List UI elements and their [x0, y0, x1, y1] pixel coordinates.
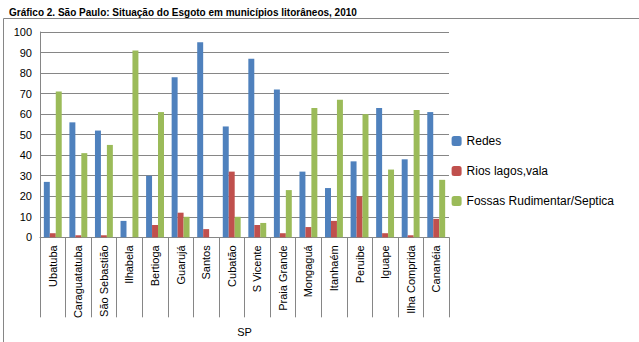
svg-text:Redes: Redes: [467, 134, 502, 148]
svg-text:Mongaguá: Mongaguá: [302, 244, 314, 297]
svg-text:SP: SP: [237, 326, 252, 338]
svg-text:10: 10: [20, 211, 32, 223]
svg-text:Peruibe: Peruibe: [354, 245, 366, 283]
svg-text:Ilhabela: Ilhabela: [123, 244, 135, 283]
svg-text:30: 30: [20, 170, 32, 182]
svg-text:100: 100: [14, 26, 32, 38]
svg-text:Itanhaém: Itanhaém: [328, 245, 340, 291]
svg-text:20: 20: [20, 190, 32, 202]
svg-text:90: 90: [20, 47, 32, 59]
svg-text:Iguape: Iguape: [379, 245, 391, 279]
svg-text:São Sebastião: São Sebastião: [98, 245, 110, 317]
svg-text:Rios lagos,vala: Rios lagos,vala: [467, 164, 549, 178]
svg-text:Praia Grande: Praia Grande: [277, 245, 289, 310]
svg-text:80: 80: [20, 67, 32, 79]
svg-text:Caraguatatuba: Caraguatatuba: [72, 244, 84, 318]
svg-text:0: 0: [26, 231, 32, 243]
svg-text:70: 70: [20, 88, 32, 100]
svg-text:40: 40: [20, 149, 32, 161]
svg-text:Fossas Rudimentar/Septica: Fossas Rudimentar/Septica: [467, 194, 615, 208]
svg-text:Gráfico 2. São Paulo: Situação: Gráfico 2. São Paulo: Situação do Esgoto…: [9, 7, 357, 18]
svg-text:Ilha Comprida: Ilha Comprida: [405, 244, 417, 313]
svg-text:Guarujá: Guarujá: [175, 244, 187, 284]
svg-text:Bertioga: Bertioga: [149, 244, 161, 286]
svg-text:Santos: Santos: [200, 245, 212, 280]
svg-text:Cubatão: Cubatão: [226, 245, 238, 287]
svg-text:50: 50: [20, 129, 32, 141]
svg-text:Ubatuba: Ubatuba: [47, 244, 59, 286]
svg-text:60: 60: [20, 108, 32, 120]
svg-text:S Vicente: S Vicente: [251, 245, 263, 292]
svg-text:Cananéia: Cananéia: [430, 244, 442, 292]
